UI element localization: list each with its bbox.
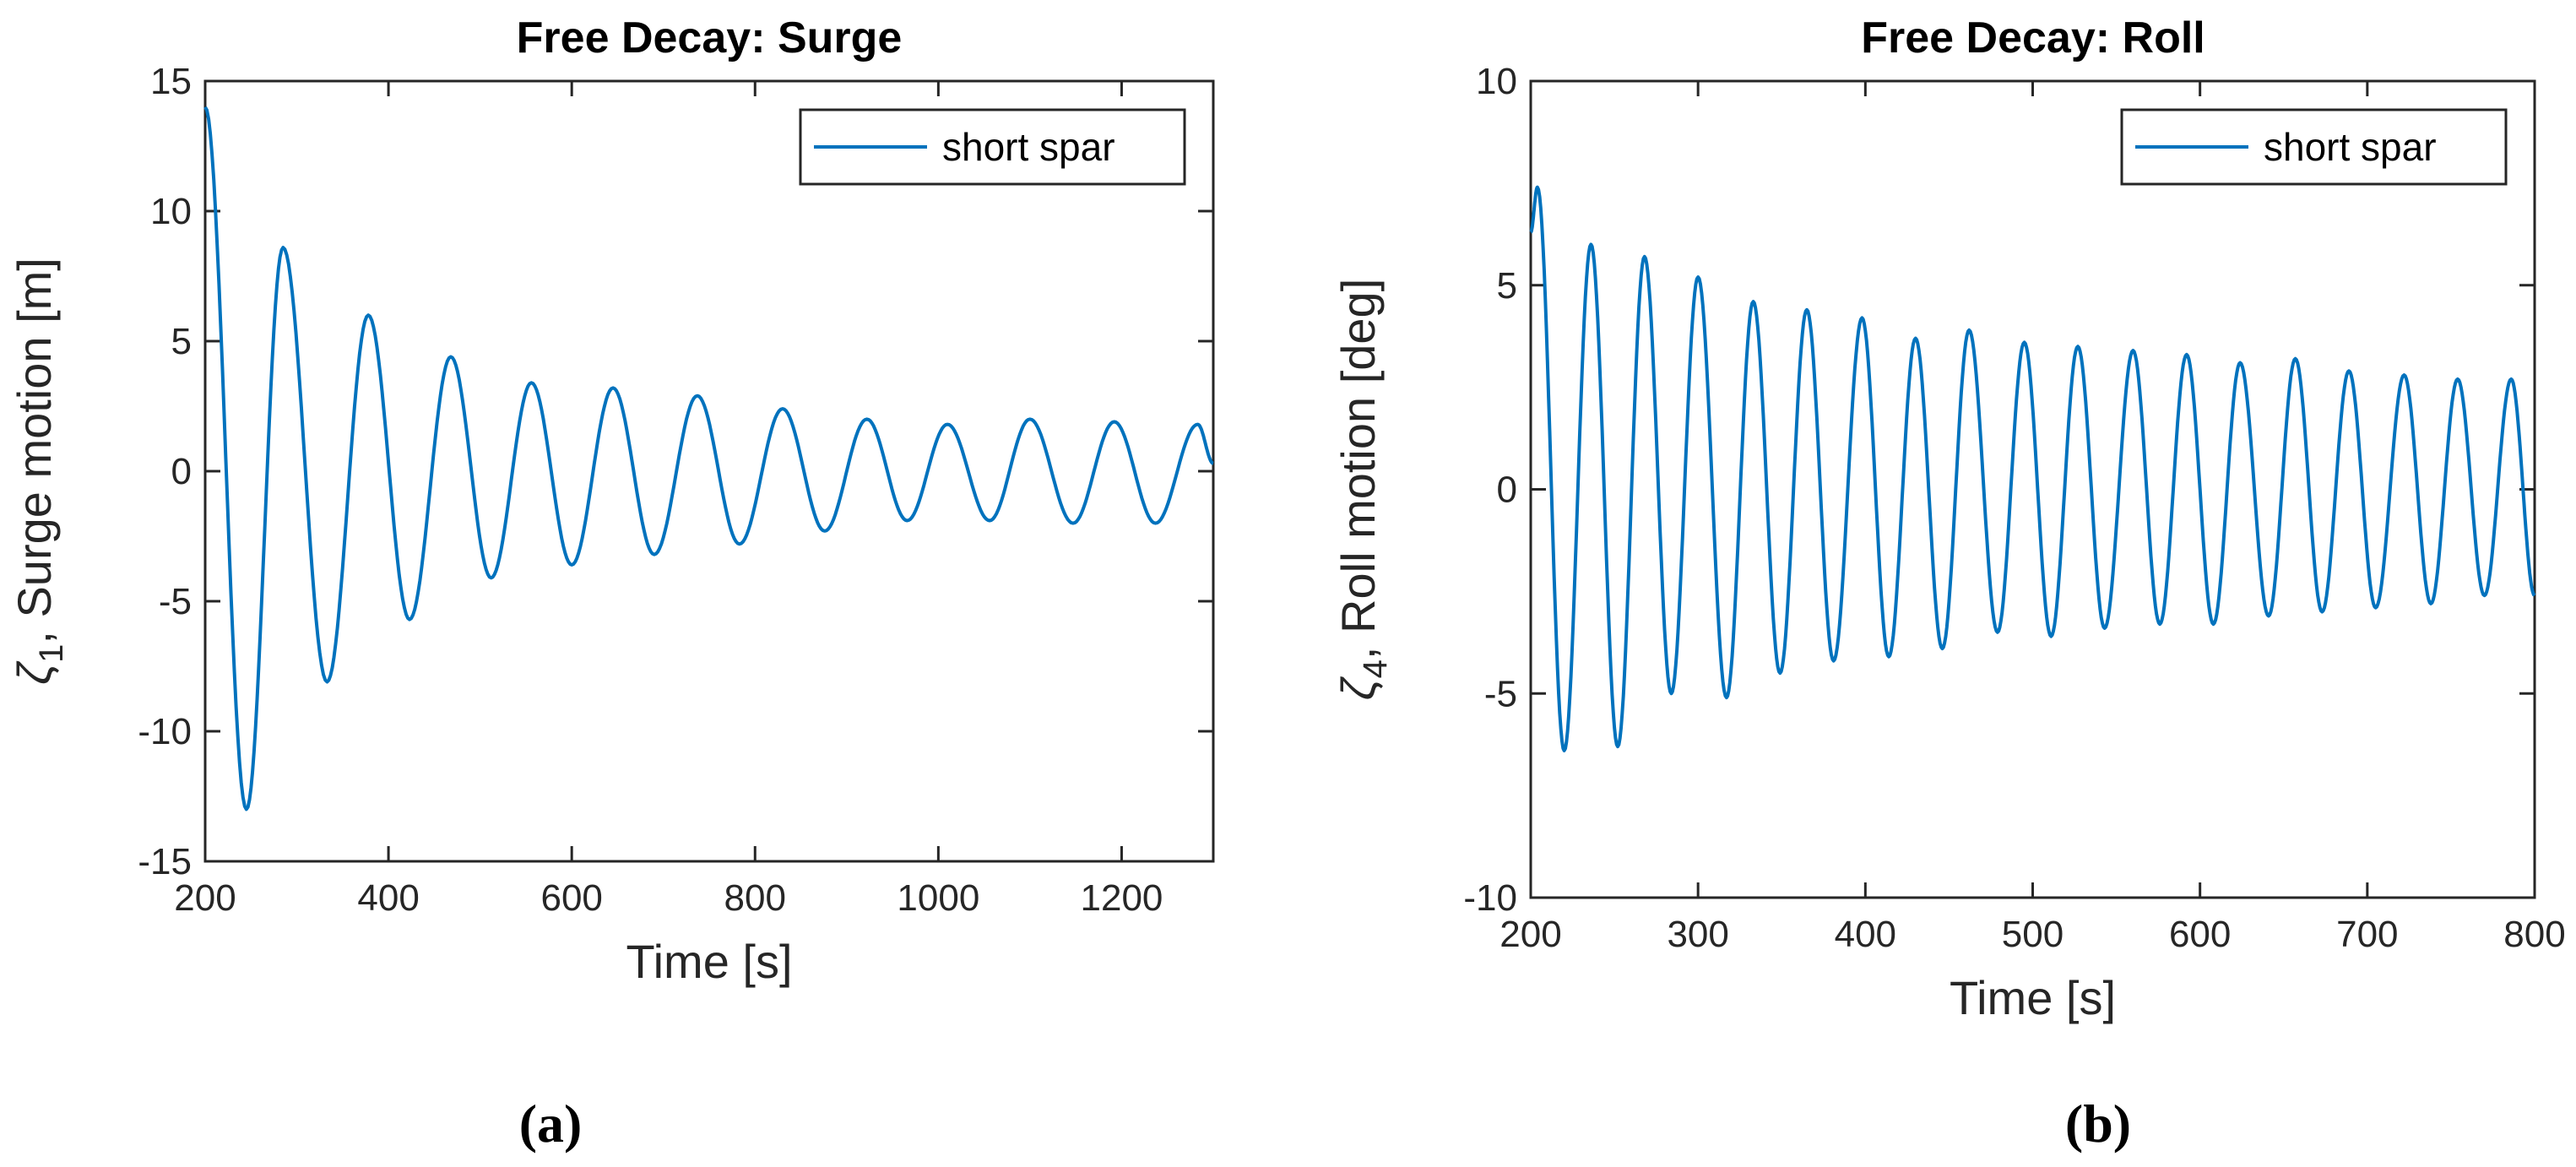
x-tick-label: 300 xyxy=(1667,914,1728,955)
y-tick-label: -5 xyxy=(1484,673,1517,714)
y-axis-symbol: ζ xyxy=(1331,676,1385,700)
y-tick-label: -15 xyxy=(138,841,192,882)
x-tick-label: 400 xyxy=(1835,914,1896,955)
legend-label: short spar xyxy=(942,125,1115,169)
y-tick-label: 0 xyxy=(171,451,192,492)
y-tick-label: 5 xyxy=(1497,265,1517,307)
x-tick-label: 500 xyxy=(2002,914,2064,955)
panel-label: (b) xyxy=(2065,1094,2131,1153)
x-axis-label: Time [s] xyxy=(626,935,792,988)
y-axis-subscript: 1 xyxy=(33,644,70,663)
y-tick-label: -10 xyxy=(138,711,192,752)
chart-roll: 200 300 400 500 600 700 800 -10 -5 0 5 10 Free Decay… xyxy=(1331,14,2566,1153)
y-axis-label: ζ1, Surge motion [m] xyxy=(8,258,70,685)
y-tick-label: 0 xyxy=(1497,470,1517,511)
y-tick-label: 10 xyxy=(150,191,192,232)
x-tick-label: 700 xyxy=(2336,914,2398,955)
series-line-0 xyxy=(203,106,1215,811)
y-tick-label: 5 xyxy=(171,321,192,362)
chart-title: Free Decay: Surge xyxy=(517,14,903,62)
y-axis-subscript: 4 xyxy=(1357,659,1394,678)
x-tick-label: 200 xyxy=(1500,914,1561,955)
panel-label: (a) xyxy=(519,1094,583,1153)
x-axis-label: Time [s] xyxy=(1950,971,2116,1024)
plot-area xyxy=(1529,79,2536,899)
x-tick-label: 800 xyxy=(2503,914,2565,955)
x-tick-label: 200 xyxy=(174,877,236,919)
x-tick-label: 600 xyxy=(540,877,602,919)
y-tick-label: -10 xyxy=(1463,877,1517,919)
y-axis-text: , Surge motion [m] xyxy=(8,258,61,644)
y-axis-label: ζ4, Roll motion [deg] xyxy=(1331,279,1394,701)
plot-area xyxy=(203,79,1215,863)
y-axis-symbol: ζ xyxy=(8,660,61,685)
y-tick-label: 10 xyxy=(1476,61,1517,102)
series-line-0 xyxy=(1529,185,2536,752)
x-tick-label: 400 xyxy=(357,877,419,919)
x-tick-label: 1000 xyxy=(897,877,979,919)
chart-surge: 200 400 600 800 1000 1200 -15 -10 -5 0 5 10 15 Free D… xyxy=(8,14,1215,1153)
legend-label: short spar xyxy=(2264,125,2437,169)
x-tick-label: 800 xyxy=(724,877,786,919)
x-tick-label: 1200 xyxy=(1081,877,1163,919)
y-axis-text: , Roll motion [deg] xyxy=(1331,279,1385,659)
y-tick-label: -5 xyxy=(159,581,192,622)
x-tick-label: 600 xyxy=(2169,914,2231,955)
chart-title: Free Decay: Roll xyxy=(1861,14,2205,62)
y-tick-label: 15 xyxy=(150,61,192,102)
